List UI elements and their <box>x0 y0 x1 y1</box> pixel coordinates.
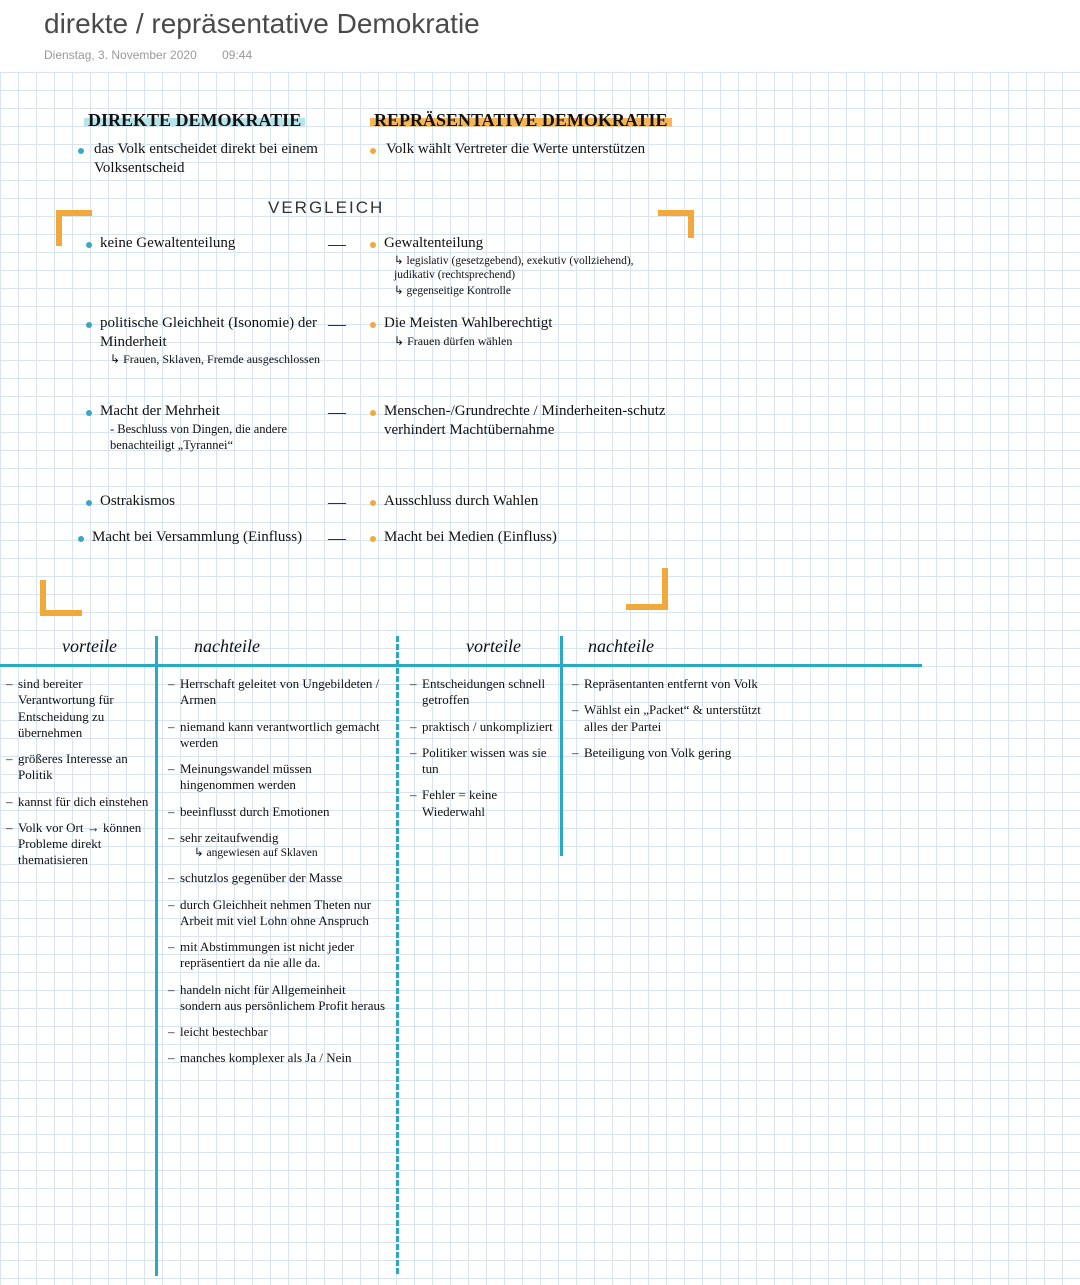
left-row: politische Gleichheit (Isonomie) der Min… <box>100 314 330 352</box>
bracket-icon <box>56 210 92 246</box>
list-item: manches komplexer als Ja / Nein <box>168 1050 386 1066</box>
bullet-icon <box>370 322 376 328</box>
bullet-icon <box>370 536 376 542</box>
table-divider <box>398 664 922 667</box>
right-section-title: REPRÄSENTATIVE DEMOKRATIE <box>370 110 672 131</box>
left-nachteile-list: Herrschaft geleitet von Ungebildeten / A… <box>168 676 386 1077</box>
bracket-icon <box>626 568 668 610</box>
left-row: keine Gewaltenteilung <box>100 234 310 253</box>
bullet-icon <box>86 410 92 416</box>
left-row-sub: ↳ Frauen, Sklaven, Fremde ausgeschlossen <box>110 352 330 367</box>
list-item: niemand kann verantwortlich gemacht werd… <box>168 719 386 752</box>
table-header-vorteile: vorteile <box>466 636 521 657</box>
table-header-nachteile: nachteile <box>588 636 654 657</box>
list-item: Herrschaft geleitet von Ungebildeten / A… <box>168 676 386 709</box>
list-item: Beteiligung von Volk gering <box>572 745 762 761</box>
right-row: Macht bei Medien (Einfluss) <box>384 528 604 547</box>
right-row: Ausschluss durch Wahlen <box>384 492 538 511</box>
page-title: direkte / repräsentative Demokratie <box>44 8 480 40</box>
bullet-icon <box>86 500 92 506</box>
list-item: praktisch / unkompliziert <box>410 719 556 735</box>
list-item: Entscheidungen schnell getroffen <box>410 676 556 709</box>
list-item: Fehler = keine Wiederwahl <box>410 787 556 820</box>
right-row: Die Meisten Wahlberechtigt <box>384 314 634 333</box>
left-row: Macht bei Versammlung (Einfluss) <box>92 528 312 547</box>
page-meta: Dienstag, 3. November 2020 09:44 <box>44 48 252 62</box>
dash-separator: — <box>328 528 346 549</box>
list-item: sind bereiter Verantwortung für Entschei… <box>6 676 152 741</box>
dash-separator: — <box>328 234 346 255</box>
list-item: Repräsentanten entfernt von Volk <box>572 676 762 692</box>
list-item: schutzlos gegenüber der Masse <box>168 870 386 886</box>
list-item: Politiker wissen was sie tun <box>410 745 556 778</box>
left-section-title: DIREKTE DEMOKRATIE <box>84 110 305 131</box>
right-row-sub: ↳ gegenseitige Kontrolle <box>394 284 654 298</box>
list-item: Meinungswandel müssen hingenommen werden <box>168 761 386 794</box>
left-row: Macht der Mehrheit <box>100 402 320 421</box>
right-row-sub: ↳ Frauen dürfen wählen <box>394 334 512 349</box>
right-intro: Volk wählt Vertreter die Werte unterstüt… <box>386 140 646 159</box>
list-item: Volk vor Ort → können Probleme direkt th… <box>6 820 152 869</box>
dash-separator: — <box>328 402 346 423</box>
bullet-icon <box>370 242 376 248</box>
right-row: Gewaltenteilung <box>384 234 664 253</box>
bullet-icon <box>86 242 92 248</box>
table-divider <box>560 636 563 856</box>
right-nachteile-list: Repräsentanten entfernt von Volk Wählst e… <box>572 676 762 771</box>
bullet-icon <box>86 322 92 328</box>
list-item: beeinflusst durch Emotionen <box>168 804 386 820</box>
dash-separator: — <box>328 492 346 513</box>
bracket-icon <box>40 580 82 616</box>
table-divider <box>0 664 398 667</box>
list-item: Wählst ein „Packet“ & unterstützt alles … <box>572 702 762 735</box>
bullet-icon <box>78 536 84 542</box>
list-item: kannst für dich einstehen <box>6 794 152 810</box>
page-date: Dienstag, 3. November 2020 <box>44 48 197 62</box>
page-time: 09:44 <box>222 48 252 62</box>
right-vorteile-list: Entscheidungen schnell getroffen praktisc… <box>410 676 556 830</box>
table-header-vorteile: vorteile <box>62 636 117 657</box>
bullet-icon <box>370 410 376 416</box>
left-vorteile-list: sind bereiter Verantwortung für Entschei… <box>6 676 152 879</box>
list-item: sehr zeitaufwendigangewiesen auf Sklaven <box>168 830 386 861</box>
bullet-icon <box>370 500 376 506</box>
left-row: Ostrakismos <box>100 492 175 511</box>
table-divider <box>396 636 399 1276</box>
left-intro: das Volk entscheidet direkt bei einem Vo… <box>94 140 344 178</box>
bullet-icon <box>78 148 84 154</box>
right-row-sub: ↳ legislativ (gesetzgebend), exekutiv (v… <box>394 254 674 283</box>
right-row: Menschen-/Grundrechte / Minderheiten-sch… <box>384 402 674 440</box>
vergleich-label: VERGLEICH <box>268 198 384 218</box>
table-header-nachteile: nachteile <box>194 636 260 657</box>
list-item: mit Abstimmungen ist nicht jeder repräse… <box>168 939 386 972</box>
list-item: durch Gleichheit nehmen Theten nur Arbei… <box>168 897 386 930</box>
bullet-icon <box>370 148 376 154</box>
table-divider <box>155 636 158 1276</box>
left-row-note: - Beschluss von Dingen, die andere benac… <box>110 422 320 453</box>
list-item: leicht bestechbar <box>168 1024 386 1040</box>
dash-separator: — <box>328 314 346 335</box>
list-item: größeres Interesse an Politik <box>6 751 152 784</box>
list-item: handeln nicht für Allgemeinheit sondern … <box>168 982 386 1015</box>
